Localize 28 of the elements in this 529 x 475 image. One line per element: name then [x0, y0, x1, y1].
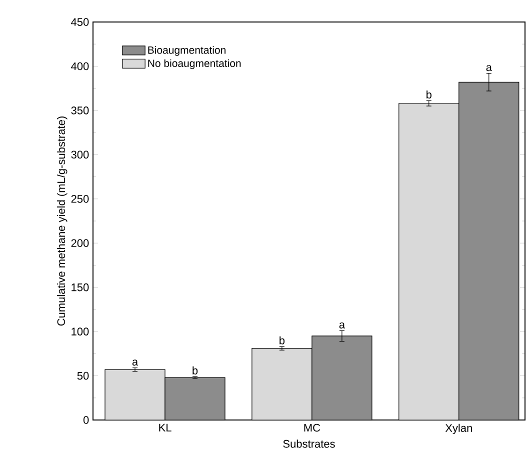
bar: [165, 378, 226, 420]
data-label: b: [426, 90, 432, 99]
x-tick-label: MC: [304, 424, 320, 432]
y-tick-label: 400: [71, 62, 89, 70]
y-tick-label: 250: [71, 194, 89, 203]
data-label: b: [280, 336, 285, 344]
y-axis-title: Cumulative methane yield (mL/g-substrate): [57, 116, 68, 326]
bar: [398, 103, 460, 420]
y-tick-label: 450: [71, 18, 89, 26]
y-tick-label: 50: [77, 372, 89, 380]
bar: [105, 370, 166, 420]
x-tick-label: KL: [159, 424, 172, 432]
data-label: a: [339, 322, 346, 328]
x-axis-title: Substrates: [283, 440, 335, 448]
y-tick-label: 200: [71, 239, 89, 248]
y-tick-label: 300: [71, 150, 89, 159]
legend-label: Bioaugmentation: [148, 46, 226, 56]
legend-label: No bioaugmentation: [148, 59, 241, 70]
y-tick-label: 100: [72, 328, 89, 336]
data-label: a: [132, 360, 138, 366]
bar: [252, 348, 312, 420]
data-label: a: [486, 65, 492, 72]
y-tick-label: 150: [72, 283, 89, 292]
x-tick-label: Xylan: [445, 424, 472, 434]
y-tick-label: 350: [71, 106, 89, 114]
data-label: b: [192, 366, 198, 374]
y-tick-label: 0: [83, 416, 89, 424]
bar: [312, 336, 372, 420]
